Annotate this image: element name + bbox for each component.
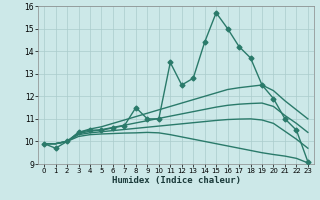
X-axis label: Humidex (Indice chaleur): Humidex (Indice chaleur) <box>111 176 241 185</box>
